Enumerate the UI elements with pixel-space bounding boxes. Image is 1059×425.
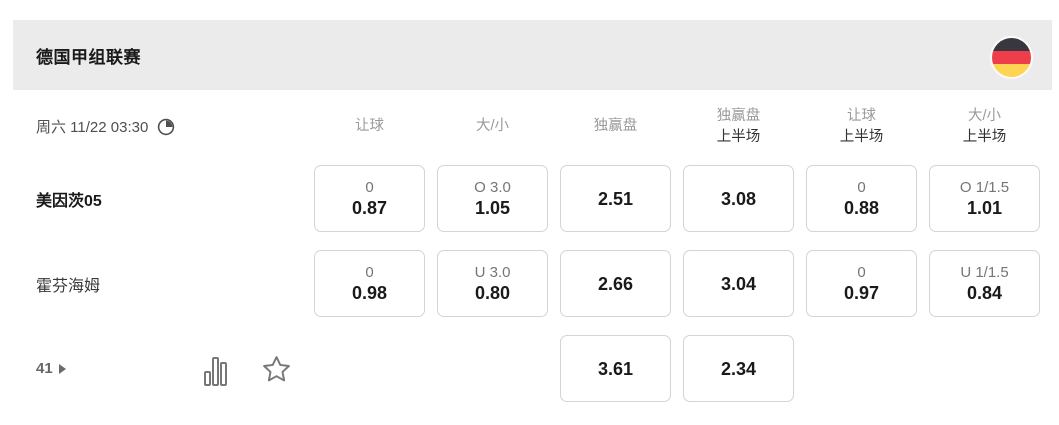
column-header-handicap-1h: 让球 上半场 xyxy=(839,107,884,145)
empty-cell xyxy=(314,335,425,402)
odds-away-handicap-1h[interactable]: 0 0.97 xyxy=(806,250,917,317)
column-header-over-under-1h: 大/小 上半场 xyxy=(962,107,1007,145)
more-markets-link[interactable]: 41 xyxy=(36,360,66,377)
column-header-over-under: 大/小 xyxy=(475,118,510,134)
odds-grid: 周六 11/22 03:30 让球 大/小 独赢盘 独赢盘 上半场 让球 上半场 xyxy=(36,90,1040,402)
odds-draw-moneyline-1h[interactable]: 2.34 xyxy=(683,335,794,402)
column-header-moneyline-1h: 独赢盘 上半场 xyxy=(716,107,761,145)
home-team-name: 美因茨05 xyxy=(36,192,102,210)
match-footer: 41 xyxy=(36,335,302,402)
stats-button[interactable] xyxy=(203,351,227,387)
odds-home-handicap[interactable]: 0 0.87 xyxy=(314,165,425,232)
odds-draw-moneyline[interactable]: 3.61 xyxy=(560,335,671,402)
flag-band-gold xyxy=(992,63,1031,77)
favorite-button[interactable] xyxy=(261,354,292,384)
empty-cell xyxy=(806,335,917,402)
odds-away-under-1h[interactable]: U 1/1.5 0.84 xyxy=(929,250,1040,317)
column-header-moneyline: 独赢盘 xyxy=(593,118,638,134)
germany-flag-icon xyxy=(992,37,1031,77)
flag-band-red xyxy=(992,50,1031,64)
odds-away-moneyline-1h[interactable]: 3.04 xyxy=(683,250,794,317)
odds-away-under[interactable]: U 3.0 0.80 xyxy=(437,250,548,317)
odds-away-handicap[interactable]: 0 0.98 xyxy=(314,250,425,317)
odds-home-handicap-1h[interactable]: 0 0.88 xyxy=(806,165,917,232)
odds-home-over-1h[interactable]: O 1/1.5 1.01 xyxy=(929,165,1040,232)
away-team-name: 霍芬海姆 xyxy=(36,277,101,295)
kickoff-cell: 周六 11/22 03:30 xyxy=(36,98,302,155)
empty-cell xyxy=(437,335,548,402)
odds-home-moneyline[interactable]: 2.51 xyxy=(560,165,671,232)
odds-home-moneyline-1h[interactable]: 3.08 xyxy=(683,165,794,232)
odds-away-moneyline[interactable]: 2.66 xyxy=(560,250,671,317)
flag-band-black xyxy=(992,37,1031,51)
star-icon xyxy=(263,355,290,381)
clock-icon xyxy=(158,118,175,135)
triangle-right-icon xyxy=(58,363,66,374)
empty-cell xyxy=(929,335,1040,402)
column-header-handicap: 让球 xyxy=(355,118,384,134)
more-markets-count: 41 xyxy=(36,360,53,377)
league-header-bar: 德国甲组联赛 xyxy=(13,20,1052,90)
league-title: 德国甲组联赛 xyxy=(36,47,141,67)
kickoff-time: 周六 11/22 03:30 xyxy=(36,119,149,136)
bar-chart-icon xyxy=(204,356,227,386)
odds-home-over[interactable]: O 3.0 1.05 xyxy=(437,165,548,232)
